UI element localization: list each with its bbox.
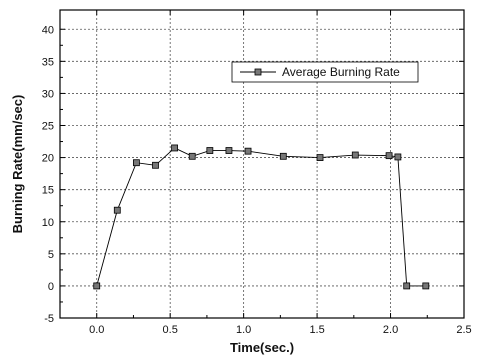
y-tick-label: 35 [42,56,54,68]
y-tick-label: 20 [42,153,54,165]
data-point [188,152,196,160]
data-point [113,206,121,214]
plot-frame [59,9,465,319]
y-tick-label: 15 [42,185,54,197]
data-point [403,282,411,290]
data-point [279,152,287,160]
data-point [422,282,430,290]
x-tick-label: 1.0 [236,324,251,336]
y-tick-label: 30 [42,88,54,100]
y-tick-label: 5 [48,249,54,261]
y-tick-label: 0 [48,281,54,293]
x-tick-label: 0.5 [163,324,178,336]
legend: Average Burning Rate [231,61,419,83]
data-point [152,161,159,169]
x-tick-label: 2.5 [456,324,471,336]
y-tick-label: -5 [44,313,54,325]
y-tick-label: 25 [42,121,54,133]
grid-layer [60,10,464,319]
data-point [171,144,178,152]
x-tick-label: 2.0 [383,324,398,336]
y-tick-label: 40 [42,24,54,36]
x-tick-label: 0.0 [89,324,104,336]
data-point [93,282,101,290]
y-axis-title: Burning Rate(mm/sec) [10,95,25,234]
legend-box [231,61,419,83]
data-point [394,153,402,161]
data-point [385,152,393,160]
data-point [206,147,214,154]
data-point [132,159,140,167]
legend-label: Average Burning Rate [282,65,400,79]
series-layer [93,144,430,290]
series-line [96,147,426,287]
legend-marker [254,68,262,76]
y-tick-label: 10 [42,217,54,229]
tick-layer: -5 0 5 10 15 20 25 30 35 40 0.0 0.5 1.0 1.5 2.0 2.5 [42,10,472,336]
data-point [316,154,324,161]
x-axis-title: Time(sec.) [230,340,294,355]
data-point [244,147,252,155]
data-point [351,151,359,159]
x-tick-label: 1.5 [309,324,324,336]
data-point [225,147,233,154]
